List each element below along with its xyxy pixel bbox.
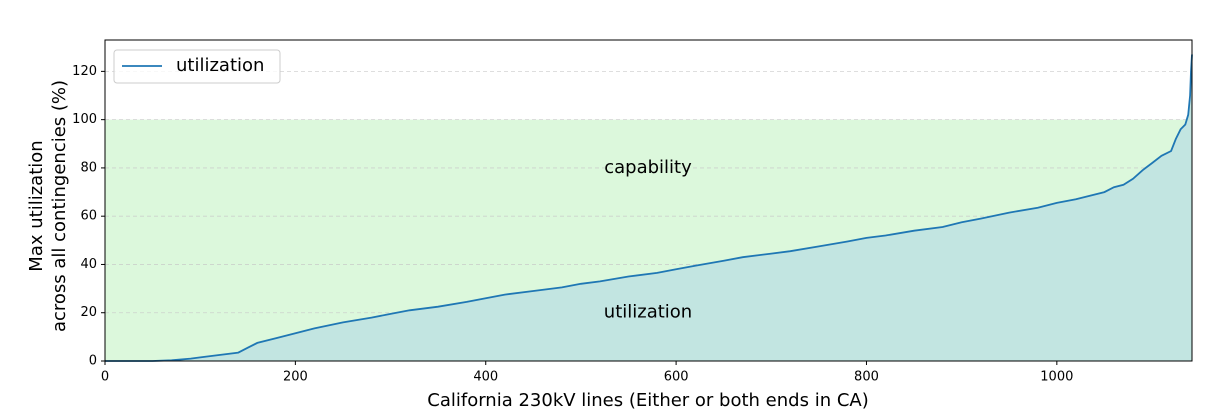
x-tick-label: 200	[283, 370, 308, 385]
y-tick-label: 100	[72, 112, 97, 127]
x-tick-label: 400	[473, 370, 498, 385]
x-tick-label: 600	[664, 370, 689, 385]
x-tick-label: 1000	[1040, 370, 1073, 385]
fill-label: utilization	[604, 302, 692, 323]
x-axis-label: California 230kV lines (Either or both e…	[427, 390, 868, 411]
plot-frame	[104, 39, 1193, 362]
y-tick-label: 80	[80, 160, 97, 175]
area-fill	[105, 54, 1192, 361]
y-tick-label: 20	[80, 305, 97, 320]
y-axis-label: Max utilization	[26, 140, 47, 271]
y-tick-label: 120	[72, 64, 97, 79]
y-axis-label: across all contingencies (%)	[49, 80, 70, 332]
y-tick-label: 40	[80, 257, 97, 272]
y-tick-label: 60	[80, 209, 97, 224]
x-tick-label: 0	[101, 370, 109, 385]
x-tick-label: 800	[854, 370, 879, 385]
line	[105, 54, 1193, 362]
y-tick-label: 0	[89, 354, 97, 369]
legend-box	[113, 49, 281, 84]
legend-label: utilization	[176, 55, 264, 76]
legend: utilization	[113, 49, 281, 84]
band-label: capability	[604, 157, 692, 178]
